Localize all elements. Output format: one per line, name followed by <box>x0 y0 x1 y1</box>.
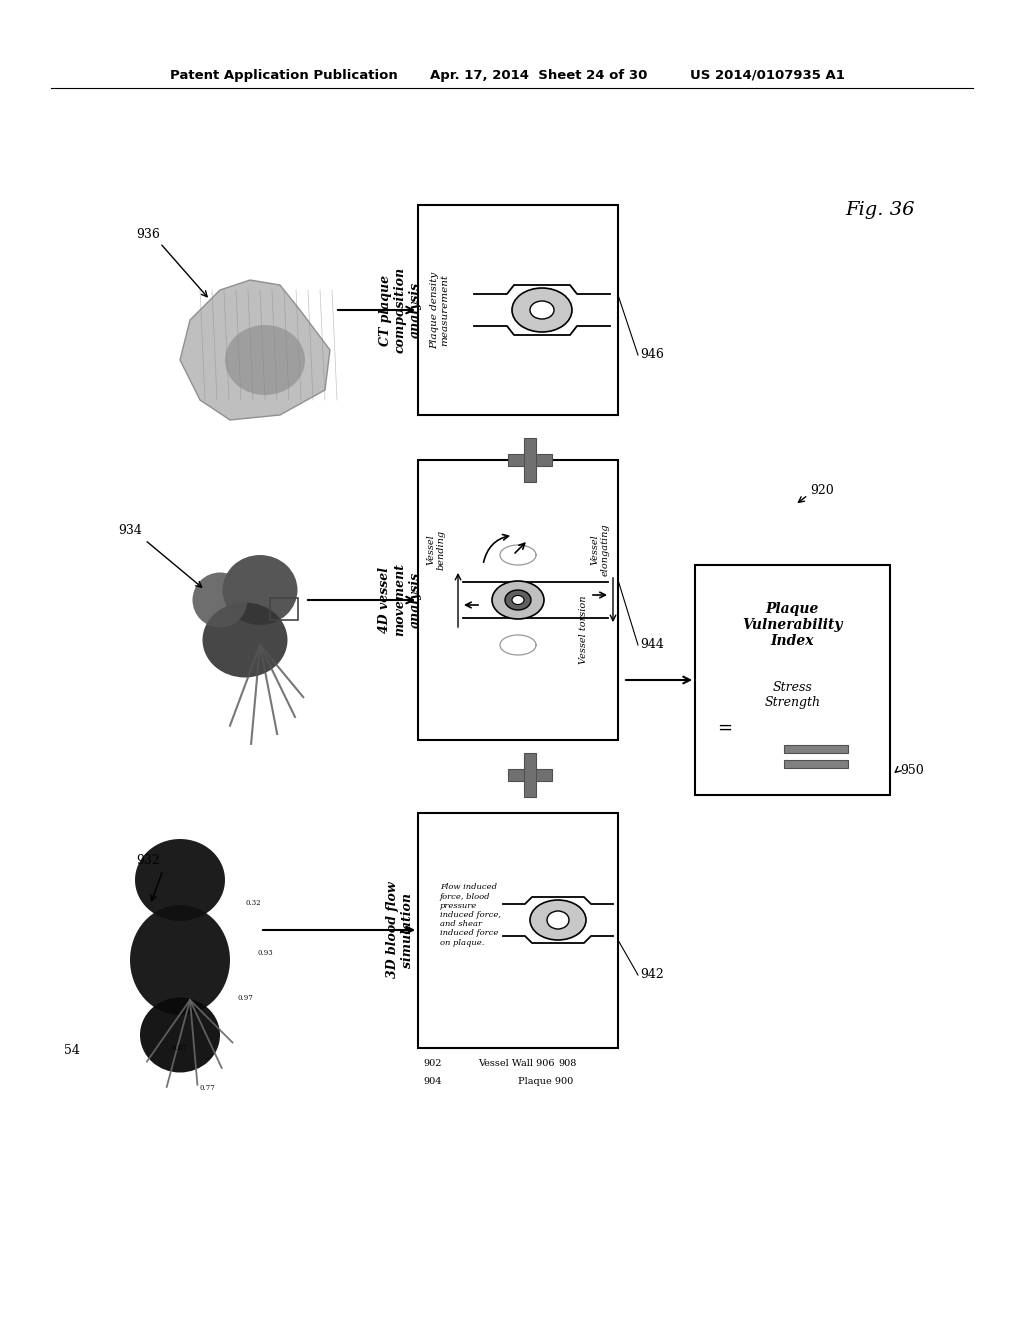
Text: 936: 936 <box>136 228 160 242</box>
Text: 946: 946 <box>640 348 664 362</box>
Ellipse shape <box>225 325 305 395</box>
Text: 950: 950 <box>900 763 924 776</box>
Ellipse shape <box>140 998 220 1072</box>
Text: 0.97: 0.97 <box>238 994 254 1002</box>
Bar <box>784 760 848 768</box>
Text: =: = <box>718 719 732 737</box>
Bar <box>508 454 552 466</box>
Text: 0.87: 0.87 <box>172 1044 187 1052</box>
Text: Flow induced
force, blood
pressure
induced force,
and shear
induced force
on pla: Flow induced force, blood pressure induc… <box>440 883 501 946</box>
Text: Patent Application Publication: Patent Application Publication <box>170 69 397 82</box>
Text: US 2014/0107935 A1: US 2014/0107935 A1 <box>690 69 845 82</box>
Text: 908: 908 <box>558 1059 577 1068</box>
Text: Plaque 900: Plaque 900 <box>518 1077 573 1086</box>
Ellipse shape <box>505 590 531 610</box>
Ellipse shape <box>547 911 569 929</box>
Text: Vessel
elongating: Vessel elongating <box>590 524 609 577</box>
Ellipse shape <box>130 906 230 1015</box>
Bar <box>418 459 618 741</box>
Bar <box>418 205 618 414</box>
Ellipse shape <box>492 581 544 619</box>
Text: 934: 934 <box>118 524 142 536</box>
Text: 944: 944 <box>640 639 664 652</box>
Text: CT plaque
composition
analysis: CT plaque composition analysis <box>379 267 422 352</box>
Text: 942: 942 <box>640 969 664 982</box>
Ellipse shape <box>193 573 248 627</box>
Text: 932: 932 <box>136 854 160 866</box>
Text: 0.77: 0.77 <box>200 1084 216 1092</box>
Text: 4D vessel
movement
analysis: 4D vessel movement analysis <box>379 564 422 636</box>
Text: Vessel Wall 906: Vessel Wall 906 <box>478 1059 555 1068</box>
Bar <box>784 744 848 752</box>
Text: Plaque density
measurement: Plaque density measurement <box>430 272 450 348</box>
Polygon shape <box>180 280 330 420</box>
Text: 0.32: 0.32 <box>245 899 261 907</box>
Ellipse shape <box>530 900 586 940</box>
Text: 0.93: 0.93 <box>258 949 273 957</box>
Text: Stress
Strength: Stress Strength <box>765 681 820 709</box>
Bar <box>418 813 618 1048</box>
Bar <box>508 770 552 781</box>
Text: 920: 920 <box>810 483 834 496</box>
Text: Fig. 36: Fig. 36 <box>845 201 914 219</box>
Bar <box>270 598 298 620</box>
Ellipse shape <box>203 602 288 677</box>
Ellipse shape <box>512 288 572 333</box>
Bar <box>524 752 536 797</box>
Ellipse shape <box>135 840 225 921</box>
Text: Vessel torsion: Vessel torsion <box>579 595 588 664</box>
Text: Apr. 17, 2014  Sheet 24 of 30: Apr. 17, 2014 Sheet 24 of 30 <box>430 69 647 82</box>
Bar <box>695 565 890 795</box>
Text: Plaque
Vulnerability
Index: Plaque Vulnerability Index <box>742 602 843 648</box>
Text: 3D blood flow
simulation: 3D blood flow simulation <box>386 882 414 978</box>
Ellipse shape <box>222 554 298 624</box>
Text: 902: 902 <box>423 1059 441 1068</box>
Text: Vessel
bending: Vessel bending <box>426 529 445 570</box>
Ellipse shape <box>512 595 524 605</box>
Text: 54: 54 <box>65 1044 80 1056</box>
Bar <box>524 438 536 482</box>
Ellipse shape <box>530 301 554 319</box>
Text: 904: 904 <box>423 1077 441 1086</box>
